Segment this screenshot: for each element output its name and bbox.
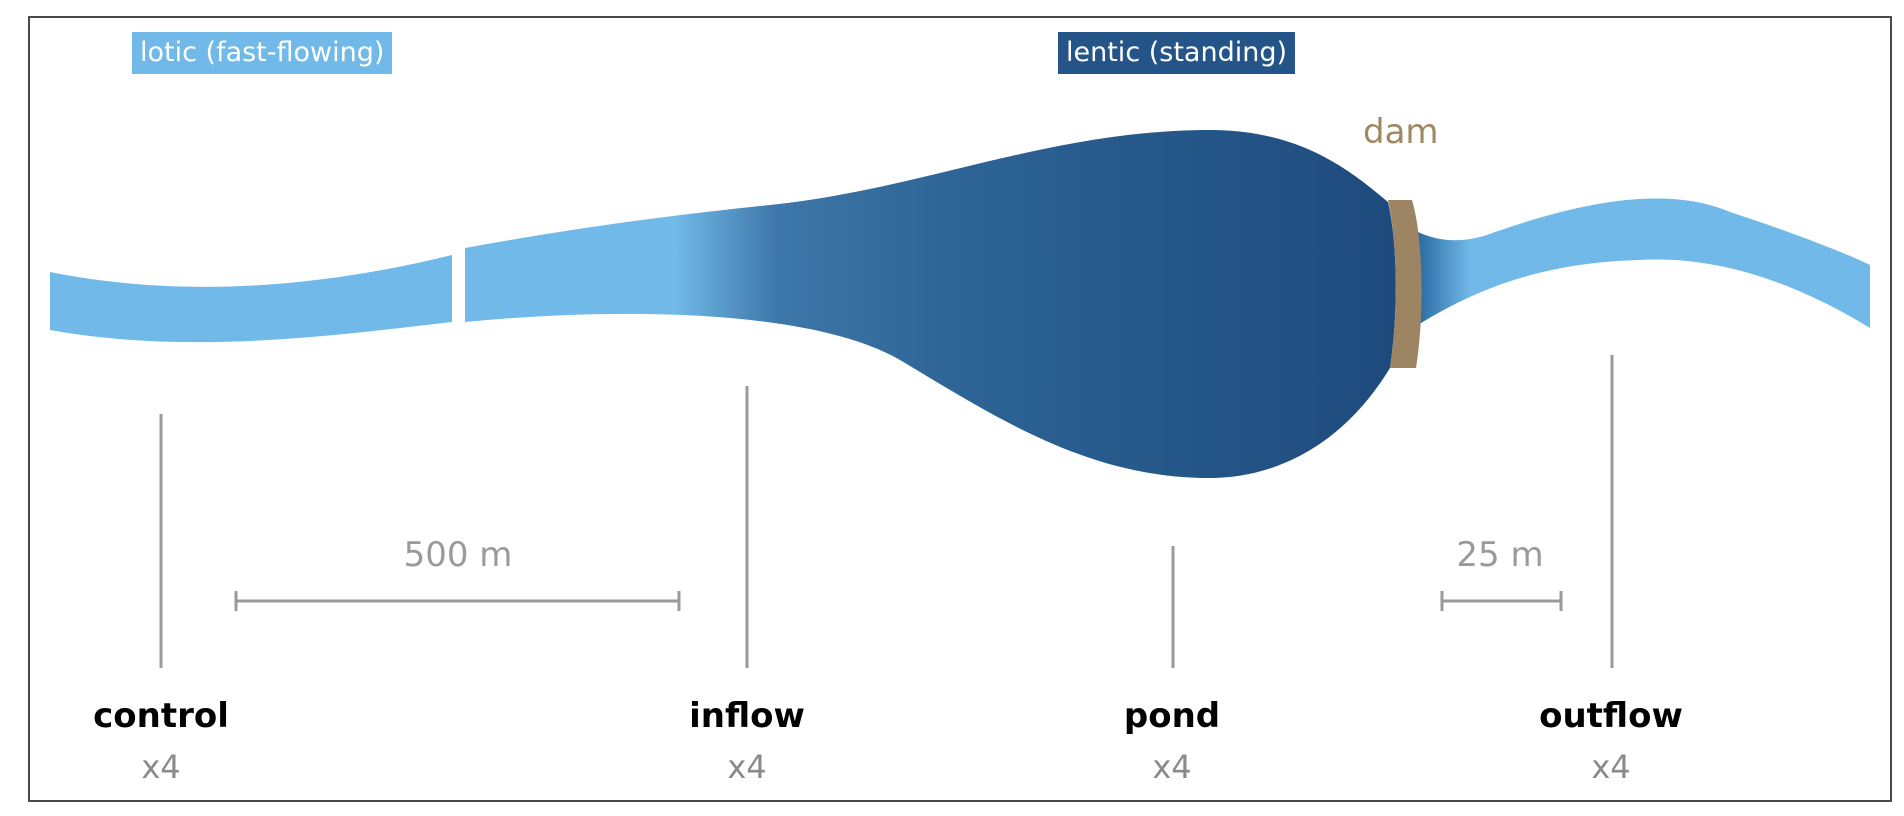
outflow-stream-segment [1418,198,1870,328]
site-outflow-count: x4 [1591,748,1631,786]
dam-shape [1388,200,1422,368]
scale-bar-500m-label: 500 m [403,535,513,575]
site-control-count: x4 [141,748,181,786]
control-stream-segment [50,255,452,343]
site-outflow-name: outflow [1539,696,1683,736]
scale-bar-25m [1440,591,1563,611]
legend-lentic: lentic (standing) [1058,32,1296,74]
scale-bar-500m [234,591,681,611]
dam-label: dam [1363,112,1439,152]
legend-lotic: lotic (fast-flowing) [132,32,393,74]
site-control-name: control [93,696,229,736]
site-inflow-count: x4 [727,748,767,786]
pond-body [465,130,1396,478]
scale-bar-25m-label: 25 m [1456,535,1544,575]
site-pond-count: x4 [1152,748,1192,786]
diagram-frame [28,16,1892,802]
site-inflow-name: inflow [689,696,805,736]
site-pond-name: pond [1123,696,1221,736]
